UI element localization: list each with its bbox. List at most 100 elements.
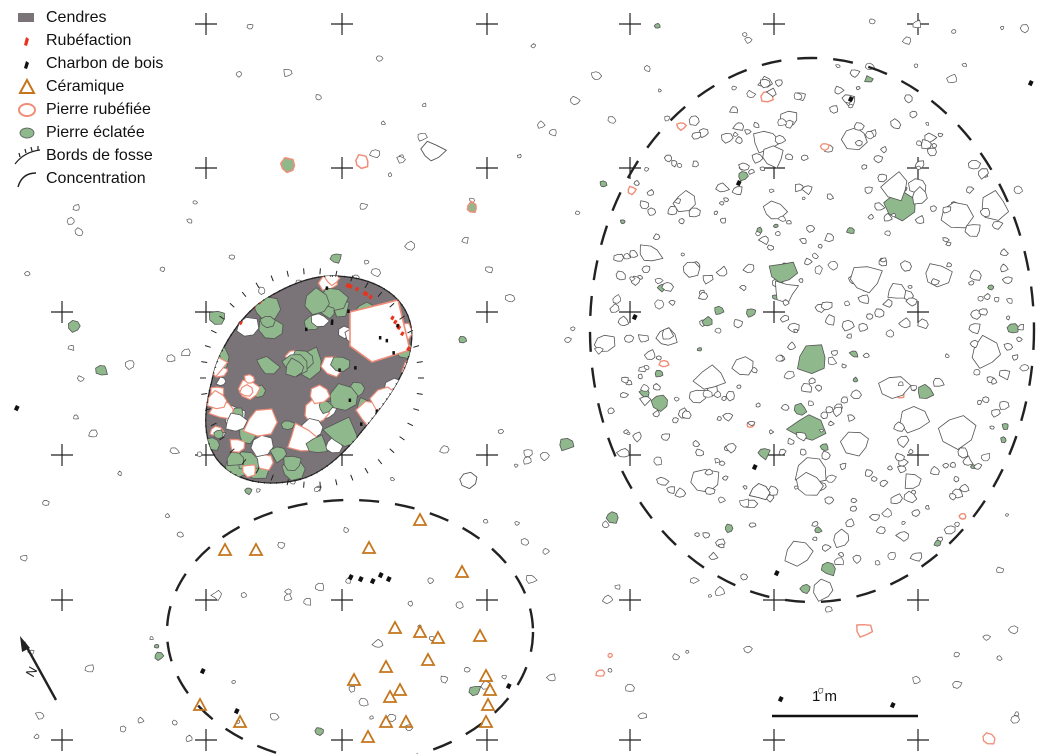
stone [514, 463, 519, 468]
stone [833, 528, 850, 548]
charcoal-mark [199, 668, 206, 675]
stone [774, 79, 783, 87]
ceramic-triangle [480, 697, 496, 711]
pit-edge-tick [416, 393, 423, 395]
stone [821, 450, 831, 461]
stone [998, 369, 1011, 381]
stone [653, 456, 662, 466]
stone [1005, 513, 1010, 517]
red-stone [595, 669, 606, 677]
stone [784, 540, 814, 567]
grid-cross [195, 589, 217, 611]
stone [903, 490, 918, 504]
green-stone [757, 448, 771, 461]
stone [824, 496, 835, 505]
stone [277, 541, 286, 550]
charcoal-mark [773, 569, 780, 577]
charcoal-mark [361, 437, 364, 442]
stone [404, 240, 415, 251]
stone [841, 319, 855, 332]
stone [844, 300, 851, 306]
stone [664, 115, 671, 122]
ceramic-triangle [361, 540, 377, 554]
stone [915, 165, 921, 170]
stone [359, 203, 369, 210]
charcoal-mark [1027, 80, 1034, 87]
stone [590, 71, 603, 81]
stone [796, 472, 824, 496]
stone [952, 681, 963, 689]
stone [819, 428, 825, 433]
grid-cross [331, 157, 353, 179]
ceramic-triangle [398, 714, 414, 728]
stone [192, 200, 198, 205]
stone [846, 333, 852, 339]
stone [1019, 364, 1030, 372]
stone [380, 120, 386, 126]
pit-edge-tick [255, 282, 260, 289]
stone [852, 554, 862, 564]
stone [602, 594, 614, 605]
stone [904, 94, 913, 104]
stone [702, 532, 711, 539]
stone [186, 218, 193, 224]
stone [877, 173, 887, 183]
stone [774, 231, 781, 237]
green-stone [212, 469, 225, 482]
stone [205, 285, 230, 305]
stone [120, 725, 127, 733]
red-stone [309, 384, 331, 405]
pit-edge-tick [413, 345, 420, 348]
stone [358, 697, 369, 707]
stone [35, 711, 45, 720]
concentration-circle-ceramics [165, 498, 535, 754]
stone [303, 598, 311, 606]
stone [893, 421, 905, 432]
stone [514, 521, 520, 526]
stone [954, 521, 960, 527]
grid-cross [907, 729, 929, 751]
stone [735, 136, 743, 144]
stone [643, 365, 650, 371]
charcoal-finds [13, 80, 1034, 715]
stone [1002, 276, 1013, 284]
stone [784, 119, 794, 129]
green-stone [458, 336, 467, 344]
stone [914, 215, 925, 224]
stone [690, 469, 720, 493]
stone [672, 653, 681, 661]
stone [865, 131, 874, 140]
stone [931, 143, 938, 149]
stone [979, 208, 991, 217]
stone [564, 337, 572, 343]
stone [905, 297, 918, 307]
green-stone [329, 383, 358, 411]
stone [881, 507, 892, 518]
ceramic-triangle [482, 682, 498, 696]
stone [942, 462, 949, 469]
stone [387, 172, 393, 177]
stone [811, 521, 819, 527]
red-stone [238, 276, 257, 291]
stone [639, 200, 650, 210]
green-stone [226, 451, 245, 467]
stone [692, 364, 726, 390]
stone [857, 294, 870, 304]
stone [841, 363, 847, 369]
stone [694, 532, 700, 537]
stone [671, 160, 678, 168]
stone [647, 207, 657, 216]
charcoal-mark [330, 321, 334, 325]
stone [1013, 185, 1023, 194]
stone [812, 536, 818, 541]
stone [758, 235, 769, 245]
stone [725, 443, 737, 454]
stone [911, 509, 921, 517]
green-stone [654, 370, 664, 378]
grid-cross [476, 301, 498, 323]
stone [594, 347, 604, 355]
charcoal-mark [889, 702, 896, 709]
stone [691, 132, 702, 140]
stone [883, 212, 893, 222]
